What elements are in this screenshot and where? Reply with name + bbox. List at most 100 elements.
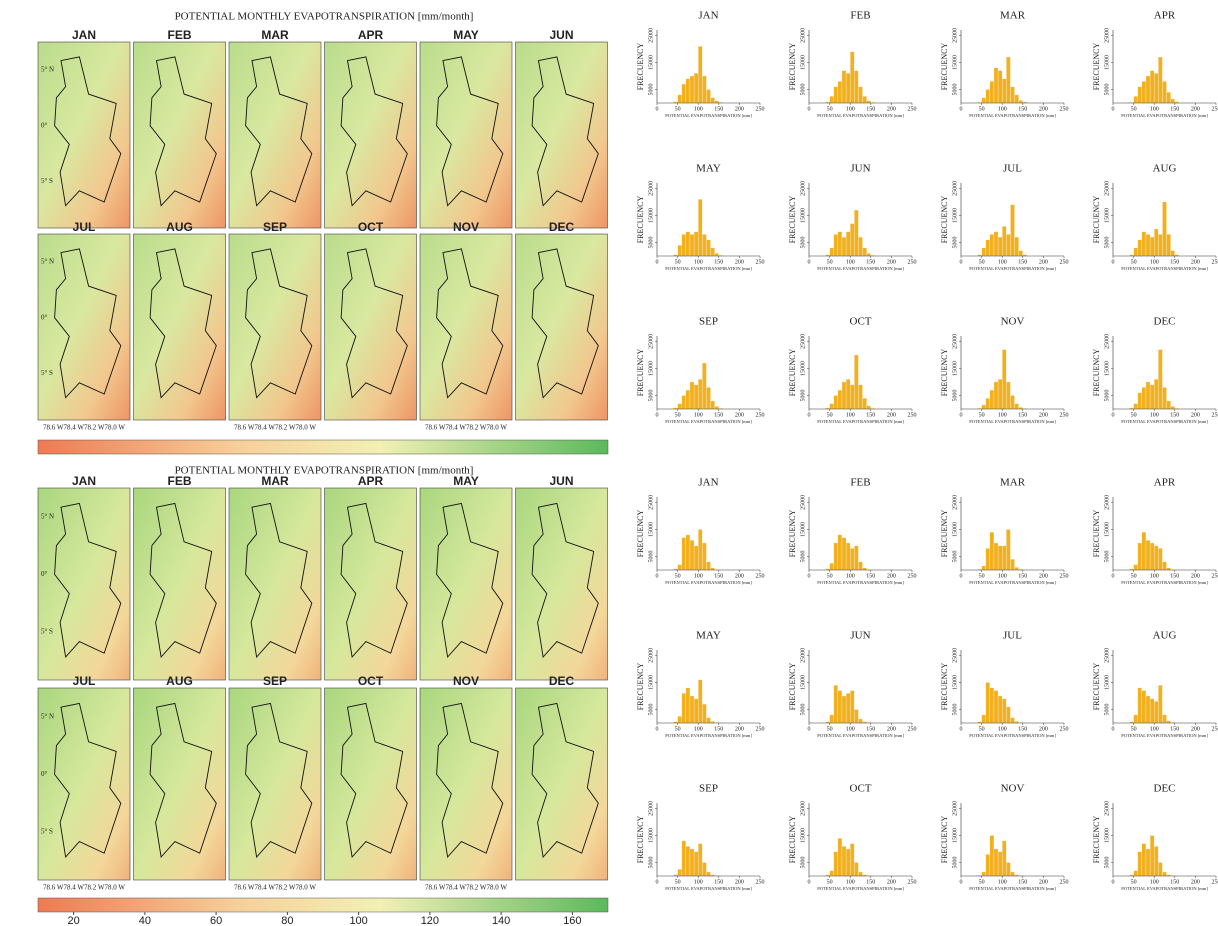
hist-bar	[989, 835, 995, 877]
x-tick-label: 100	[1150, 879, 1159, 885]
map-group-title: POTENTIAL MONTHLY EVAPOTRANSPIRATION [mm…	[175, 11, 474, 23]
y-tick-label: 5000	[952, 856, 958, 868]
hist-bar	[1014, 567, 1019, 571]
hist-bar	[1166, 92, 1171, 104]
hist-bar	[693, 384, 699, 410]
hist-bar	[698, 379, 703, 410]
x-axis-label: POTENTIAL EVAPOTRANSPIRATION [mm]	[969, 419, 1056, 424]
x-tick-label: 100	[998, 106, 1007, 112]
x-tick-label: 0	[1112, 573, 1115, 579]
x-tick-label: 50	[979, 106, 985, 112]
hist-title: JUL	[1003, 163, 1022, 175]
hist-bar	[1002, 698, 1007, 724]
lat-label: 5° N	[41, 512, 54, 520]
basin-outline	[531, 56, 599, 207]
hist-bar	[714, 253, 719, 257]
hist-bar	[1006, 706, 1011, 724]
hist-bar	[997, 695, 1003, 724]
basin-outline	[245, 248, 313, 399]
hist-bar	[1154, 846, 1159, 877]
hist-bar	[862, 247, 867, 257]
y-axis-label: FRECUENCY	[1092, 348, 1101, 396]
x-tick-label: 200	[735, 726, 744, 732]
hist-bar	[829, 247, 834, 257]
basin-outline	[245, 502, 313, 659]
x-tick-label: 250	[1060, 412, 1069, 418]
hist-bar	[698, 679, 703, 724]
x-tick-label: 100	[694, 412, 703, 418]
x-tick-label: 50	[675, 106, 681, 112]
hist-bar	[677, 716, 682, 724]
month-label: NOV	[453, 220, 479, 234]
x-tick-label: 250	[756, 573, 765, 579]
x-axis-label: POTENTIAL EVAPOTRANSPIRATION [mm]	[665, 733, 752, 738]
hist-bar	[866, 253, 871, 257]
x-tick-label: 250	[1212, 879, 1218, 885]
x-tick-label: 150	[714, 726, 723, 732]
y-tick-label: 5000	[800, 856, 806, 868]
x-tick-label: 150	[866, 573, 875, 579]
hist-bar	[702, 862, 707, 877]
lat-label: 0°	[41, 570, 48, 578]
hist-bar	[997, 236, 1003, 257]
hist-bar	[845, 542, 851, 571]
hist-bar	[837, 837, 843, 877]
hist-bar	[993, 542, 999, 571]
x-tick-label: 100	[694, 726, 703, 732]
hist-title: MAY	[696, 163, 721, 175]
x-tick-label: 50	[675, 726, 681, 732]
x-tick-label: 250	[1060, 879, 1069, 885]
hist-bar	[1018, 250, 1023, 257]
hist-bar	[685, 231, 691, 257]
x-axis-label: POTENTIAL EVAPOTRANSPIRATION [mm]	[969, 733, 1056, 738]
y-tick-label: 5000	[648, 856, 654, 868]
y-tick-label: 5000	[648, 236, 654, 248]
y-tick-label: 5000	[800, 703, 806, 715]
x-tick-label: 250	[1212, 573, 1218, 579]
basin-outline	[54, 502, 122, 659]
hist-bar	[989, 234, 995, 257]
hist-title: JUL	[1003, 630, 1022, 642]
hist-bar	[706, 89, 711, 104]
x-tick-label: 100	[998, 412, 1007, 418]
x-tick-label: 200	[1191, 412, 1200, 418]
hist-bar	[858, 384, 863, 410]
hist-bar	[1137, 851, 1142, 877]
hist-bar	[698, 46, 703, 104]
x-axis-label: POTENTIAL EVAPOTRANSPIRATION [mm]	[969, 113, 1056, 118]
x-axis-label: POTENTIAL EVAPOTRANSPIRATION [mm]	[665, 419, 752, 424]
y-tick-label: 25000	[648, 181, 654, 196]
x-tick-label: 100	[846, 106, 855, 112]
y-tick-label: 5000	[1104, 389, 1110, 401]
hist-bar	[1149, 542, 1155, 571]
basin-outline	[149, 702, 217, 859]
x-tick-label: 50	[675, 879, 681, 885]
x-tick-label: 150	[714, 573, 723, 579]
x-tick-label: 50	[827, 259, 833, 265]
y-axis-label: FRECUENCY	[940, 348, 949, 396]
y-tick-label: 25000	[1104, 334, 1110, 349]
y-tick-label: 25000	[1104, 801, 1110, 816]
hist-bar	[685, 78, 691, 104]
x-tick-label: 50	[827, 106, 833, 112]
y-tick-label: 25000	[952, 181, 958, 196]
basin-outline	[340, 248, 408, 399]
y-tick-label: 15000	[952, 522, 958, 537]
lat-label: 5° S	[41, 177, 53, 185]
colorbar-tick-label: 60	[210, 915, 222, 926]
map-panel	[228, 687, 322, 881]
x-tick-label: 250	[756, 106, 765, 112]
hist-bar	[1158, 234, 1163, 257]
y-axis-label: FRECUENCY	[636, 195, 645, 243]
x-tick-label: 200	[1039, 106, 1048, 112]
hist-title: JUN	[850, 163, 870, 175]
x-tick-label: 0	[960, 726, 963, 732]
y-tick-label: 15000	[952, 828, 958, 843]
x-tick-label: 0	[808, 412, 811, 418]
x-tick-label: 200	[1039, 412, 1048, 418]
colorbar-tick-label: 140	[492, 915, 510, 926]
hist-bar	[677, 564, 682, 571]
x-tick-label: 200	[1191, 573, 1200, 579]
x-axis-label: POTENTIAL EVAPOTRANSPIRATION [mm]	[969, 266, 1056, 271]
hist-bar	[706, 871, 711, 877]
